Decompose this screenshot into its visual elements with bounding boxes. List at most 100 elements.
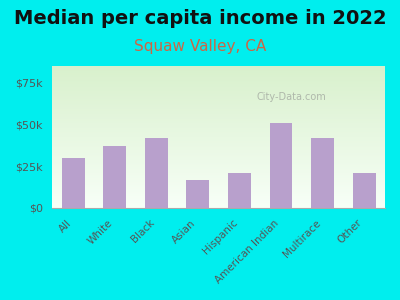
Bar [52,131,385,132]
Bar [52,73,385,74]
Bar [52,144,385,145]
Bar [52,138,385,139]
Bar [52,195,385,196]
Bar [52,135,385,136]
Bar [52,203,385,204]
Bar [52,197,385,198]
Bar [52,160,385,161]
Bar [52,134,385,135]
Bar [353,173,376,208]
Bar [52,161,385,162]
Bar [52,77,385,78]
Bar [52,186,385,187]
Bar [52,76,385,77]
Bar [52,187,385,188]
Bar [52,188,385,189]
Text: Median per capita income in 2022: Median per capita income in 2022 [14,9,386,28]
Bar [52,70,385,71]
Bar [186,179,209,208]
Bar [52,92,385,93]
Bar [52,94,385,95]
Bar [52,111,385,112]
Bar [52,189,385,190]
Bar [52,137,385,138]
Bar [52,87,385,88]
Bar [52,199,385,200]
Bar [52,202,385,203]
Bar [52,185,385,186]
Bar [52,182,385,183]
Bar [52,126,385,127]
Bar [52,158,385,159]
Bar [52,169,385,170]
Bar [52,204,385,205]
Bar [52,180,385,181]
Bar [52,165,385,166]
Bar [52,130,385,131]
Bar [52,93,385,94]
Bar [52,118,385,119]
Bar [52,125,385,126]
Bar [52,79,385,80]
Bar [52,193,385,194]
Bar [52,121,385,122]
Bar [52,142,385,143]
Bar [52,152,385,153]
Bar [52,128,385,129]
Bar [52,110,385,111]
Bar [52,68,385,69]
Bar [52,175,385,176]
Bar [52,96,385,97]
Bar [52,150,385,151]
Bar [52,101,385,102]
Bar [52,191,385,192]
Bar [52,83,385,84]
Bar [52,81,385,82]
Bar [52,89,385,90]
Bar [52,143,385,144]
Bar [52,104,385,105]
Bar [52,74,385,75]
Bar [52,146,385,147]
Bar [52,84,385,85]
Bar [52,145,385,146]
Bar [52,129,385,130]
Bar [52,171,385,172]
Bar [52,164,385,165]
Bar [52,140,385,141]
Bar [62,158,84,208]
Bar [52,162,385,163]
Bar [52,123,385,124]
Bar [52,88,385,89]
Bar [52,75,385,76]
Bar [52,133,385,134]
Bar [52,173,385,174]
Bar [52,99,385,100]
Bar [52,112,385,113]
Bar [52,72,385,73]
Bar [52,190,385,191]
Bar [52,149,385,150]
Bar [52,153,385,154]
Bar [52,98,385,99]
Bar [52,198,385,199]
Bar [52,97,385,98]
Bar [52,176,385,177]
Bar [52,109,385,110]
Bar [270,123,292,208]
Bar [52,117,385,118]
Bar [52,179,385,180]
Bar [52,108,385,109]
Bar [52,103,385,104]
Bar [52,113,385,114]
Bar [52,95,385,96]
Bar [52,151,385,152]
Bar [52,157,385,158]
Bar [52,147,385,148]
Bar [52,115,385,116]
Text: Squaw Valley, CA: Squaw Valley, CA [134,39,266,54]
Bar [52,170,385,171]
Bar [52,119,385,120]
Bar [52,201,385,202]
Bar [52,67,385,68]
